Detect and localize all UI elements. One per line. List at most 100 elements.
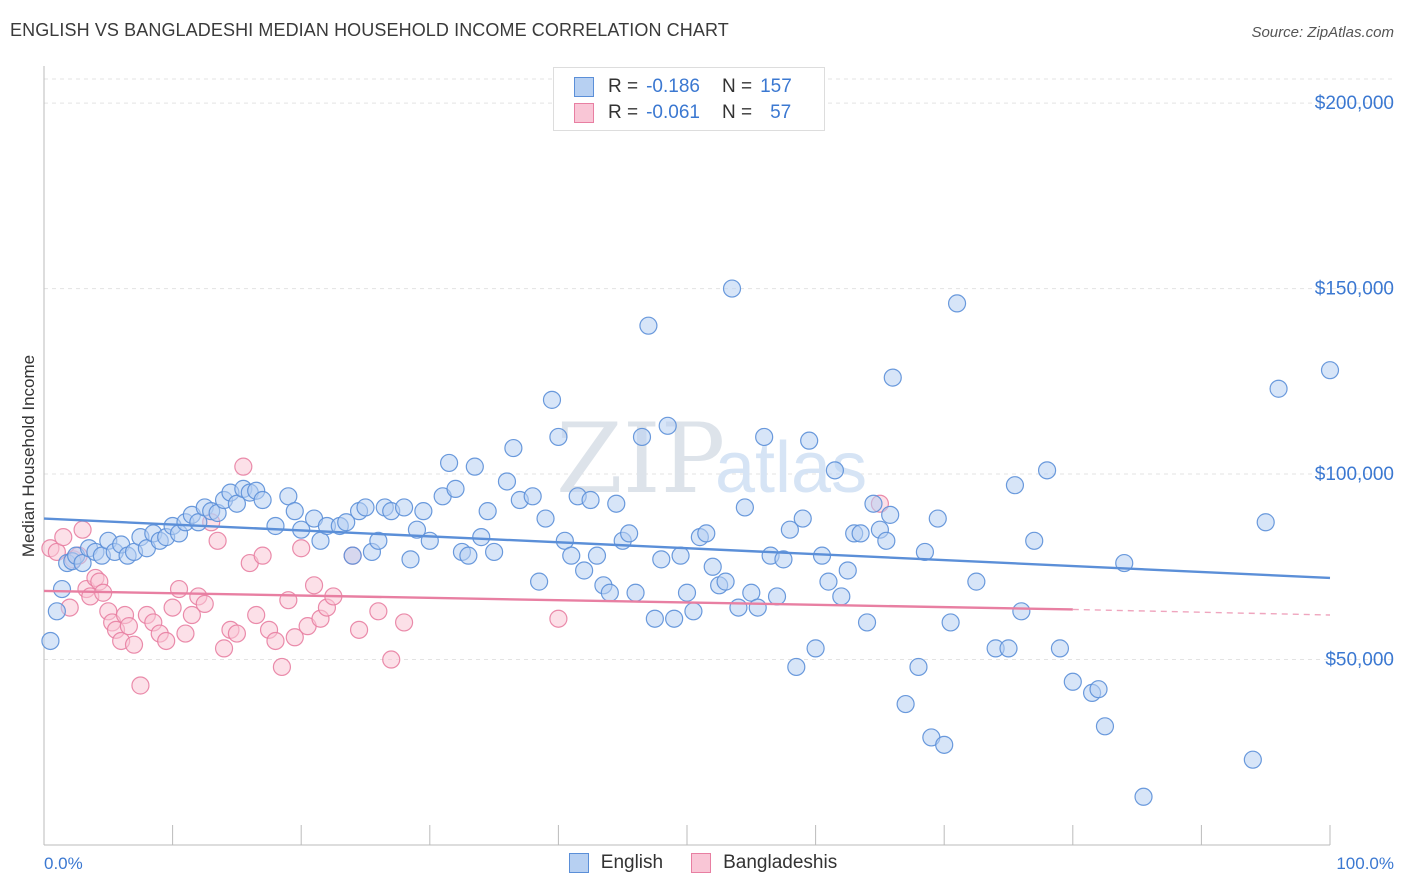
bangladeshis-point xyxy=(272,657,292,677)
y-tick-label: $50,000 xyxy=(1325,650,1394,671)
y-tick-labels: $50,000 $100,000 $150,000 $200,000 xyxy=(1315,93,1394,670)
legend-n-label: N = xyxy=(721,102,753,123)
bangladeshis-point xyxy=(549,609,568,628)
english-point xyxy=(446,479,465,498)
bangladeshis-point xyxy=(208,531,227,550)
legend-r-value: -0.061 xyxy=(646,102,700,123)
bangladeshis-point xyxy=(73,520,92,539)
english-point xyxy=(806,639,825,658)
bangladeshis-point xyxy=(382,650,401,669)
bangladeshis-point xyxy=(157,631,176,651)
bangladeshis-point xyxy=(195,594,214,613)
english-point xyxy=(774,550,793,569)
bangladeshis-point xyxy=(54,528,73,547)
english-point xyxy=(748,598,767,617)
trend-lines xyxy=(43,517,1331,616)
english-trend-line xyxy=(43,517,1331,580)
english-point xyxy=(767,587,787,606)
english-point xyxy=(369,531,388,550)
english-point xyxy=(504,438,523,458)
english-point xyxy=(877,531,896,550)
bangladeshis-point xyxy=(253,546,272,565)
english-point xyxy=(755,427,774,447)
english-point xyxy=(343,546,362,565)
legend-swatch-bangladeshis xyxy=(574,103,594,123)
x-tick-label-max: 100.0% xyxy=(1336,854,1394,873)
english-point xyxy=(607,494,626,513)
y-tick-label: $100,000 xyxy=(1315,464,1394,485)
english-point xyxy=(581,490,600,510)
english-point xyxy=(1320,361,1340,380)
english-point xyxy=(703,557,722,576)
english-point xyxy=(575,561,594,580)
english-point xyxy=(881,505,900,524)
x-tick-label-min: 0.0% xyxy=(44,854,83,873)
english-point xyxy=(1134,787,1153,806)
english-point xyxy=(665,609,684,628)
english-point xyxy=(999,639,1018,658)
english-point xyxy=(439,453,459,473)
english-points xyxy=(41,279,1340,806)
english-point xyxy=(549,427,568,447)
english-point xyxy=(735,498,754,517)
bangladeshis-point xyxy=(169,579,189,599)
legend-swatch-english xyxy=(574,77,594,97)
english-point xyxy=(414,502,433,521)
bangladeshis-point xyxy=(214,639,234,658)
english-point xyxy=(1089,680,1108,699)
bangladeshis-point xyxy=(234,457,253,476)
series-legend: English Bangladeshis xyxy=(0,852,1406,874)
english-point xyxy=(542,390,562,409)
english-point xyxy=(645,609,664,628)
english-point xyxy=(819,572,838,591)
english-point xyxy=(632,427,652,447)
english-point xyxy=(928,509,947,528)
bangladeshis-point xyxy=(285,628,304,647)
bangladeshis-point xyxy=(176,624,195,643)
english-point xyxy=(1050,639,1070,658)
english-point xyxy=(459,546,478,565)
english-point xyxy=(401,550,420,569)
legend-n-label: N = xyxy=(721,76,753,97)
legend-item-english[interactable]: English xyxy=(568,852,663,874)
english-point xyxy=(562,546,581,565)
english-point xyxy=(1037,461,1057,480)
legend-n-value: 57 xyxy=(770,102,792,123)
english-point xyxy=(851,524,870,543)
english-point xyxy=(497,472,517,491)
legend-r-label: R = xyxy=(608,102,639,123)
chart-title: ENGLISH VS BANGLADESHI MEDIAN HOUSEHOLD … xyxy=(10,20,729,40)
english-point xyxy=(883,368,902,387)
english-point xyxy=(600,583,619,602)
english-point xyxy=(658,416,677,435)
y-tick-label: $200,000 xyxy=(1315,93,1394,114)
english-point xyxy=(1269,379,1288,398)
english-point xyxy=(478,502,497,521)
bangladeshis-point xyxy=(131,676,150,695)
english-point xyxy=(285,502,304,521)
legend-item-bangladeshis[interactable]: Bangladeshis xyxy=(691,852,837,874)
legend-swatch-english xyxy=(568,853,589,873)
english-point xyxy=(909,657,928,677)
english-point xyxy=(935,735,954,754)
bangladeshis-point xyxy=(266,631,285,651)
english-point xyxy=(52,579,72,599)
english-point xyxy=(1012,602,1031,621)
english-point xyxy=(722,279,742,298)
bangladeshis-point xyxy=(163,598,182,617)
english-point xyxy=(716,572,735,591)
y-tick-label: $150,000 xyxy=(1315,279,1394,300)
stats-legend: R = -0.186 N = 157 R = -0.061 N = 57 xyxy=(553,67,825,131)
english-point xyxy=(41,631,60,651)
bangladeshis-point xyxy=(227,624,246,643)
english-point xyxy=(838,561,857,580)
english-point xyxy=(485,542,504,562)
english-point xyxy=(465,457,484,476)
english-point xyxy=(1256,513,1275,532)
english-point xyxy=(864,494,883,513)
legend-r-label: R = xyxy=(608,76,639,97)
legend-label-bangladeshis: Bangladeshis xyxy=(723,852,838,873)
x-ticks xyxy=(43,825,1331,845)
english-point xyxy=(253,490,272,510)
